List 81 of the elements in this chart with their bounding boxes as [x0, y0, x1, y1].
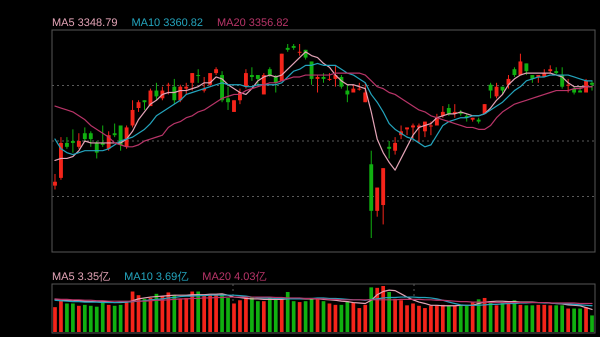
bar	[458, 304, 463, 332]
bar	[202, 296, 206, 332]
bar	[554, 305, 558, 332]
bar	[423, 308, 427, 332]
bar	[250, 297, 254, 332]
bar	[393, 298, 397, 332]
series-label: MA20 4.03亿	[202, 271, 266, 283]
bar	[118, 304, 122, 332]
bar	[548, 305, 552, 332]
bar	[106, 304, 111, 332]
bar	[542, 304, 546, 332]
bar	[88, 306, 93, 332]
bar	[71, 303, 75, 332]
bar	[536, 304, 540, 332]
bar	[65, 303, 69, 332]
text: MA10 3360.82	[131, 17, 203, 29]
bar	[136, 295, 140, 332]
bar	[112, 306, 117, 332]
bar	[298, 302, 302, 332]
bar	[435, 306, 439, 332]
bar	[256, 301, 260, 332]
bar	[572, 308, 576, 332]
bar	[124, 301, 128, 332]
bar	[369, 287, 374, 332]
bar	[220, 294, 224, 332]
bar	[328, 303, 332, 332]
bar	[286, 292, 290, 332]
bar	[560, 305, 564, 332]
bar	[184, 298, 188, 332]
bar	[590, 315, 594, 332]
bar	[488, 302, 492, 332]
bar	[346, 301, 350, 332]
bar	[506, 303, 510, 332]
bar	[584, 307, 588, 332]
bar	[566, 308, 570, 332]
bar	[322, 301, 326, 332]
bar	[53, 307, 57, 332]
bar	[94, 306, 99, 332]
bar	[304, 301, 308, 332]
bar	[310, 298, 314, 332]
bar	[208, 295, 212, 332]
bar	[399, 300, 403, 332]
bar	[340, 304, 344, 332]
bar	[405, 305, 409, 332]
bar	[142, 298, 146, 332]
text: MA5 3348.79	[52, 17, 118, 29]
bar	[244, 297, 248, 332]
bar	[417, 306, 421, 332]
bar	[524, 305, 528, 332]
bar	[452, 305, 457, 332]
bar	[82, 304, 87, 332]
bar	[470, 302, 475, 332]
bar	[232, 303, 236, 332]
bar	[357, 308, 362, 332]
text: MA20 3356.82	[217, 17, 289, 29]
bar	[178, 298, 182, 332]
series-label: MA10 3.69亿	[124, 271, 188, 283]
bar	[429, 306, 433, 332]
bar	[500, 302, 504, 332]
bar	[130, 292, 134, 332]
bar	[363, 304, 368, 332]
bar	[262, 301, 266, 332]
bar	[334, 304, 338, 332]
bar	[518, 304, 522, 332]
bar	[148, 298, 152, 332]
bar	[351, 302, 356, 332]
bar	[530, 305, 534, 332]
series-label: MA5 3.35亿	[52, 271, 110, 283]
bar	[77, 306, 81, 332]
bar	[292, 301, 296, 332]
bar	[214, 294, 218, 332]
bar	[316, 298, 320, 332]
bar	[238, 300, 242, 332]
bar	[226, 298, 230, 332]
bar	[446, 306, 451, 332]
bar	[512, 300, 516, 332]
bar	[464, 306, 469, 332]
bar	[494, 305, 498, 332]
bar	[411, 303, 415, 332]
bar	[578, 308, 582, 332]
bar	[59, 300, 63, 332]
